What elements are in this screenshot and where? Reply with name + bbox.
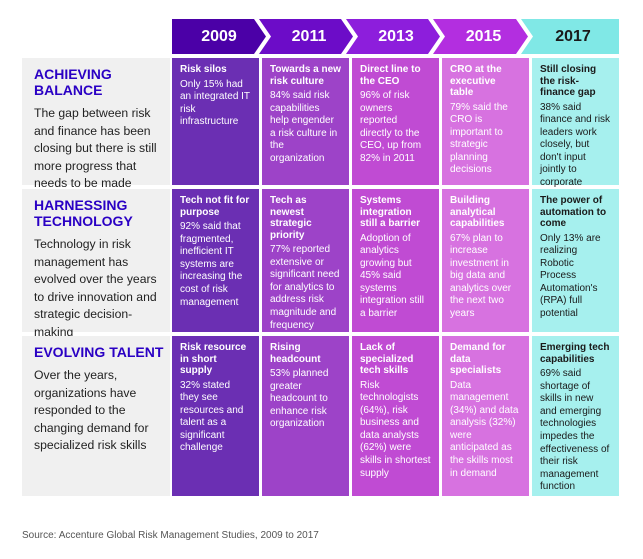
cell-body: 53% planned greater headcount to enhance… — [270, 368, 329, 430]
row-title: ACHIEVING BALANCE — [34, 66, 112, 98]
cell-title: Tech not fit for purpose — [180, 195, 250, 218]
row-title: EVOLVING TALENT — [34, 344, 164, 360]
cell-title: Lack of specialized tech skills — [360, 342, 414, 376]
cell-title: CRO at the executive table — [450, 64, 502, 98]
cell-body: Only 13% are realizing Robotic Process A… — [540, 232, 601, 320]
cell-balance-2017: Still closing the risk-finance gap 38% s… — [532, 58, 619, 201]
cell-balance-2009: Risk silos Only 15% had an integrated IT… — [172, 58, 259, 185]
cell-title: Risk resource in short supply — [180, 342, 247, 376]
cell-title: Tech as newest strategic priority — [270, 195, 312, 241]
cell-talent-2009: Risk resource in short supply 32% stated… — [172, 336, 259, 496]
cell-body: 67% plan to increase investment in big d… — [450, 232, 512, 320]
year-header-2013: 2013 — [346, 19, 440, 54]
cell-body: Only 15% had an integrated IT risk infra… — [180, 78, 250, 128]
cell-talent-2017: Emerging tech capabilities 69% said shor… — [532, 336, 619, 496]
cell-title: Rising headcount — [270, 342, 321, 365]
source-note: Source: Accenture Global Risk Management… — [22, 530, 319, 541]
cell-body: 92% said that fragmented, inefficient IT… — [180, 221, 243, 308]
row-title: HARNESSING TECHNOLOGY — [34, 197, 133, 229]
cell-title: Emerging tech capabilities — [540, 342, 610, 365]
cell-body: 32% stated they see resources and talent… — [180, 379, 244, 454]
cell-title: Direct line to the CEO — [360, 64, 421, 87]
cell-body: 96% of risk owners reported directly to … — [360, 90, 422, 164]
cell-title: Still closing the risk-finance gap — [540, 64, 597, 98]
cell-title: Systems integration still a barrier — [360, 195, 421, 229]
row-description: The gap between risk and finance has bee… — [34, 106, 157, 190]
cell-body: 77% reported extensive or significant ne… — [270, 244, 340, 331]
cell-technology-2011: Tech as newest strategic priority 77% re… — [262, 189, 349, 332]
cell-talent-2013: Lack of specialized tech skills Risk tec… — [352, 336, 439, 496]
row-description: Over the years, organizations have respo… — [34, 368, 149, 452]
cell-body: 84% said risk capabilities help engender… — [270, 90, 338, 164]
cell-title: Risk silos — [180, 64, 227, 75]
row-label-evolving-talent: EVOLVING TALENT Over the years, organiza… — [22, 336, 170, 496]
cell-talent-2015: Demand for data specialists Data managem… — [442, 336, 529, 496]
cell-title: Demand for data specialists — [450, 342, 506, 376]
row-description: Technology in risk management has evolve… — [34, 237, 157, 339]
cell-body: Adoption of analytics growing but 45% sa… — [360, 232, 424, 320]
year-header-2011: 2011 — [259, 19, 353, 54]
cell-talent-2011: Rising headcount 53% planned greater hea… — [262, 336, 349, 496]
cell-body: 38% said finance and risk leaders work c… — [540, 101, 611, 201]
cell-balance-2011: Towards a new risk culture 84% said risk… — [262, 58, 349, 185]
cell-technology-2015: Building analytical capabilities 67% pla… — [442, 189, 529, 332]
cell-title: Towards a new risk culture — [270, 64, 341, 87]
year-header-2009: 2009 — [172, 19, 266, 54]
cell-title: Building analytical capabilities — [450, 195, 505, 229]
row-label-achieving-balance: ACHIEVING BALANCE The gap between risk a… — [22, 58, 170, 190]
cell-body: 79% said the CRO is important to strateg… — [450, 101, 508, 176]
cell-technology-2009: Tech not fit for purpose 92% said that f… — [172, 189, 259, 332]
cell-body: Risk technologists (64%), risk business … — [360, 379, 431, 479]
cell-balance-2013: Direct line to the CEO 96% of risk owner… — [352, 58, 439, 185]
cell-technology-2013: Systems integration still a barrier Adop… — [352, 189, 439, 332]
cell-technology-2017: The power of automation to come Only 13%… — [532, 189, 619, 332]
cell-title: The power of automation to come — [540, 195, 607, 229]
cell-balance-2015: CRO at the executive table 79% said the … — [442, 58, 529, 185]
cell-body: 69% said shortage of skills in new and e… — [540, 368, 610, 493]
cell-body: Data management (34%) and data analysis … — [450, 379, 519, 479]
year-header-2015: 2015 — [433, 19, 528, 54]
year-header-2017: 2017 — [521, 19, 619, 54]
row-label-harnessing-technology: HARNESSING TECHNOLOGY Technology in risk… — [22, 189, 170, 339]
